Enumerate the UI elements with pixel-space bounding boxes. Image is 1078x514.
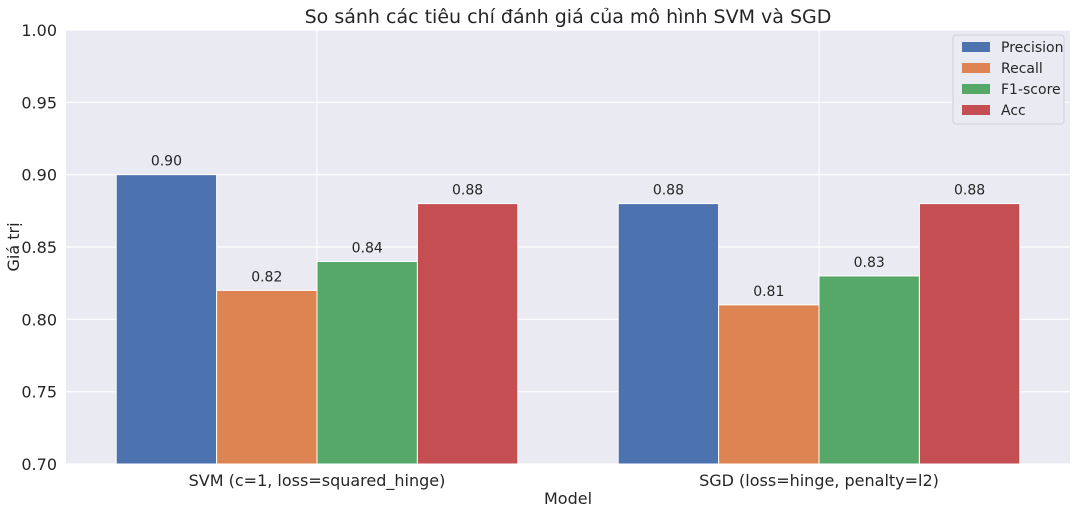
bar-value-label: 0.84 (352, 240, 383, 256)
y-tick-label: 0.80 (21, 310, 57, 329)
y-axis-ticks: 0.70 0.75 0.80 0.85 0.90 0.95 1.00 (21, 21, 57, 474)
legend-box (952, 34, 1065, 125)
bar-recall (718, 304, 820, 465)
bar-precision (115, 174, 218, 465)
bar-value-label: 0.82 (251, 269, 282, 285)
x-axis-ticks: SVM (c=1, loss=squared_hinge) SGD (loss=h… (189, 471, 939, 491)
y-tick-label: 0.85 (21, 238, 57, 257)
legend-label: Recall (1001, 61, 1043, 77)
y-axis-label: Giá trị (4, 222, 23, 271)
legend-swatch (962, 105, 990, 115)
x-axis-label: Model (544, 489, 592, 508)
legend-swatch (962, 84, 990, 94)
legend-swatch (962, 42, 990, 52)
bar-value-label: 0.83 (854, 255, 885, 271)
bar-precision (617, 203, 720, 465)
y-tick-label: 0.95 (21, 93, 57, 112)
bar-acc (918, 203, 1021, 465)
y-tick-label: 0.90 (21, 166, 57, 185)
y-tick-label: 0.75 (21, 383, 57, 402)
legend-label: F1-score (1001, 82, 1061, 98)
data-labels: 0.90 0.88 0.82 0.81 0.84 0.83 0.88 0.88 (151, 154, 985, 300)
bar-value-label: 0.88 (452, 183, 483, 199)
x-tick-label: SGD (loss=hinge, penalty=l2) (699, 471, 939, 490)
bar-value-label: 0.81 (753, 284, 784, 300)
legend: Precision Recall F1-score Acc (952, 34, 1065, 125)
bar-acc (416, 203, 519, 465)
chart-title: So sánh các tiêu chí đánh giá của mô hìn… (305, 6, 832, 28)
y-tick-label: 0.70 (21, 455, 57, 474)
x-tick-label: SVM (c=1, loss=squared_hinge) (189, 471, 446, 491)
bar-f1-score (316, 260, 418, 465)
bars (115, 174, 1021, 465)
legend-label: Precision (1001, 40, 1063, 56)
legend-swatch (962, 63, 990, 73)
bar-value-label: 0.88 (954, 183, 985, 199)
bar-value-label: 0.90 (151, 154, 182, 170)
bar-recall (216, 289, 318, 465)
y-tick-label: 1.00 (21, 21, 57, 40)
legend-label: Acc (1001, 103, 1026, 119)
bar-f1-score (818, 275, 920, 465)
bar-value-label: 0.88 (653, 183, 684, 199)
